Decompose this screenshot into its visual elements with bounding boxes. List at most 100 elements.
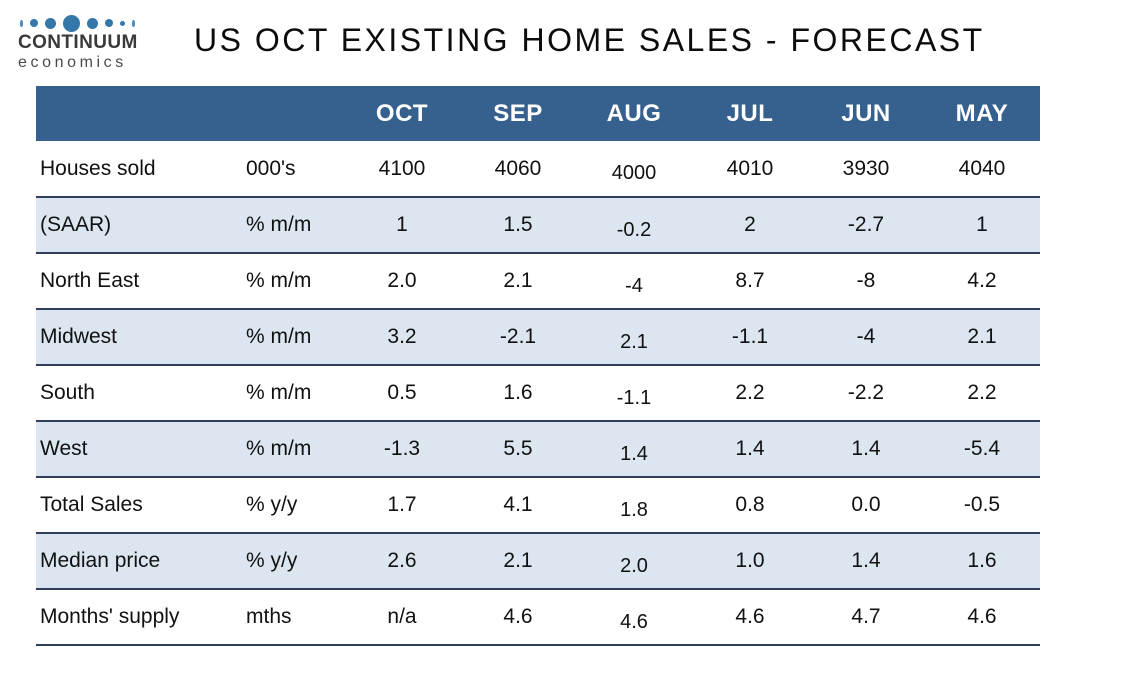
- cell-value: -0.2: [616, 218, 652, 241]
- cell-sep: 2.1: [460, 533, 576, 590]
- column-header-aug: AUG: [576, 86, 692, 141]
- row-unit: mths: [244, 589, 344, 646]
- cell-sep: 1.6: [460, 365, 576, 422]
- cell-value: 2.6: [387, 549, 417, 572]
- row-unit: 000's: [244, 141, 344, 198]
- table-row: Months' supply mths n/a 4.6 4.6 4.6 4.7 4.6: [36, 589, 1040, 646]
- cell-value: 4100: [378, 156, 426, 180]
- cell-sep: 2.1: [460, 253, 576, 310]
- cell-value: -8: [856, 269, 876, 292]
- cell-may: 4040: [924, 141, 1040, 198]
- cell-oct: 1: [344, 197, 460, 254]
- cell-may: 4.6: [924, 589, 1040, 646]
- cell-sep: 4060: [460, 141, 576, 198]
- cell-value: 2.2: [735, 381, 765, 404]
- cell-may: 1.6: [924, 533, 1040, 590]
- cell-oct: 1.7: [344, 477, 460, 534]
- cell-value: 0.0: [851, 493, 881, 516]
- cell-value: -2.7: [847, 213, 885, 236]
- cell-jun: -2.7: [808, 197, 924, 254]
- row-label: West: [36, 421, 244, 478]
- cell-value: 1.4: [620, 442, 648, 465]
- cell-value: 8.7: [735, 269, 765, 292]
- cell-oct: 4100: [344, 141, 460, 198]
- cell-value: 1: [396, 213, 408, 236]
- cell-jul: 2: [692, 197, 808, 254]
- row-unit: % y/y: [244, 533, 344, 590]
- cell-aug: -4: [576, 253, 692, 310]
- cell-value: 2.1: [503, 269, 533, 292]
- cell-jun: -4: [808, 309, 924, 366]
- cell-may: 1: [924, 197, 1040, 254]
- cell-value: 0.8: [735, 493, 765, 516]
- cell-jun: 4.7: [808, 589, 924, 646]
- cell-value: 1.4: [851, 549, 881, 572]
- logo-wordmark: CONTINUUM: [18, 32, 138, 53]
- cell-may: -5.4: [924, 421, 1040, 478]
- cell-oct: n/a: [344, 589, 460, 646]
- row-label: Total Sales: [36, 477, 244, 534]
- cell-sep: 5.5: [460, 421, 576, 478]
- cell-may: -0.5: [924, 477, 1040, 534]
- cell-value: 1.8: [620, 498, 648, 521]
- row-unit: % m/m: [244, 309, 344, 366]
- cell-jul: 1.4: [692, 421, 808, 478]
- column-header-oct: OCT: [344, 86, 460, 141]
- cell-value: -4: [856, 325, 876, 348]
- table-row: West% m/m -1.3 5.5 1.4 1.4 1.4 -5.4: [36, 421, 1040, 478]
- cell-jun: -8: [808, 253, 924, 310]
- row-unit: % m/m: [244, 421, 344, 478]
- column-header-may: MAY: [924, 86, 1040, 141]
- header-spacer-unit: [244, 86, 344, 141]
- cell-aug: 1.4: [576, 421, 692, 478]
- cell-may: 2.2: [924, 365, 1040, 422]
- cell-value: 4060: [494, 156, 542, 180]
- row-unit: % m/m: [244, 365, 344, 422]
- forecast-table-container: OCT SEP AUG JUL JUN MAY Houses sold 000's 4100 4…: [36, 86, 1040, 646]
- cell-value: 4.2: [967, 269, 997, 292]
- table-row: North East% m/m 2.0 2.1 -4 8.7 -8 4.2: [36, 253, 1040, 310]
- column-header-jul: JUL: [692, 86, 808, 141]
- row-label: (SAAR): [36, 197, 244, 254]
- row-label: Houses sold: [36, 141, 244, 198]
- cell-value: 2.1: [503, 549, 533, 572]
- cell-value: n/a: [387, 605, 417, 628]
- cell-value: -1.3: [383, 437, 421, 460]
- cell-sep: 4.6: [460, 589, 576, 646]
- cell-oct: 2.6: [344, 533, 460, 590]
- cell-value: 1.4: [851, 437, 881, 460]
- row-unit: % y/y: [244, 477, 344, 534]
- cell-value: -5.4: [963, 437, 1001, 460]
- cell-value: 2: [744, 213, 756, 236]
- cell-jun: 1.4: [808, 533, 924, 590]
- cell-jul: 4010: [692, 141, 808, 198]
- row-label: Median price: [36, 533, 244, 590]
- cell-value: 2.0: [387, 269, 417, 292]
- row-label: North East: [36, 253, 244, 310]
- page: CONTINUUM economics US OCT EXISTING HOME…: [0, 0, 1134, 646]
- cell-value: 4.7: [851, 605, 881, 628]
- cell-value: 4040: [958, 156, 1006, 180]
- cell-value: 1.6: [967, 549, 997, 572]
- page-title: US OCT EXISTING HOME SALES - FORECAST: [194, 22, 985, 58]
- table-row: Median price% y/y 2.6 2.1 2.0 1.0 1.4 1.6: [36, 533, 1040, 590]
- cell-value: 2.1: [620, 330, 648, 353]
- column-header-sep: SEP: [460, 86, 576, 141]
- cell-oct: 2.0: [344, 253, 460, 310]
- table-row: Houses sold 000's 4100 4060 4000 4010 3930 4040: [36, 141, 1040, 198]
- row-label: Midwest: [36, 309, 244, 366]
- cell-value: 4.6: [620, 610, 648, 633]
- cell-value: -2.2: [847, 381, 885, 404]
- cell-aug: 4000: [576, 141, 692, 198]
- cell-value: 4000: [611, 162, 657, 184]
- cell-value: 4010: [726, 156, 774, 180]
- cell-value: -1.1: [731, 325, 769, 348]
- cell-jun: -2.2: [808, 365, 924, 422]
- masthead: CONTINUUM economics US OCT EXISTING HOME…: [0, 0, 1134, 76]
- cell-jul: -1.1: [692, 309, 808, 366]
- cell-value: 1.4: [735, 437, 765, 460]
- cell-jun: 0.0: [808, 477, 924, 534]
- cell-sep: 4.1: [460, 477, 576, 534]
- row-unit: % m/m: [244, 253, 344, 310]
- table-row: Total Sales% y/y 1.7 4.1 1.8 0.8 0.0 -0.5: [36, 477, 1040, 534]
